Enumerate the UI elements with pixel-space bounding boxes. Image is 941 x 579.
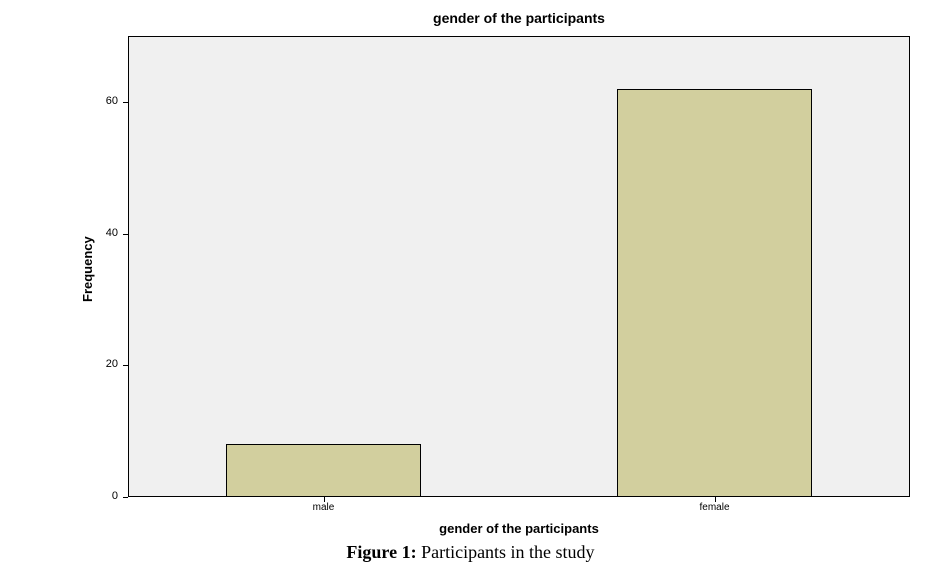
y-tick-label: 0 xyxy=(88,490,118,502)
caption-text: Participants in the study xyxy=(417,542,595,562)
figure-caption: Figure 1: Participants in the study xyxy=(0,542,941,563)
x-axis-label: gender of the participants xyxy=(128,521,910,536)
y-axis-label: Frequency xyxy=(80,236,95,302)
chart-area xyxy=(128,36,910,497)
y-tick-label: 40 xyxy=(88,227,118,239)
y-axis-line xyxy=(128,36,129,497)
caption-label: Figure 1: xyxy=(346,542,416,562)
y-tick-mark xyxy=(123,497,128,498)
x-tick-mark xyxy=(324,497,325,502)
plot-border xyxy=(128,36,910,497)
y-tick-label: 20 xyxy=(88,358,118,370)
figure-container: gender of the participants Frequency gen… xyxy=(0,0,941,579)
x-axis-line xyxy=(128,496,910,497)
x-tick-mark xyxy=(715,497,716,502)
category-label: male xyxy=(264,502,384,513)
chart-title: gender of the participants xyxy=(128,10,910,26)
y-tick-label: 60 xyxy=(88,95,118,107)
category-label: female xyxy=(655,502,775,513)
